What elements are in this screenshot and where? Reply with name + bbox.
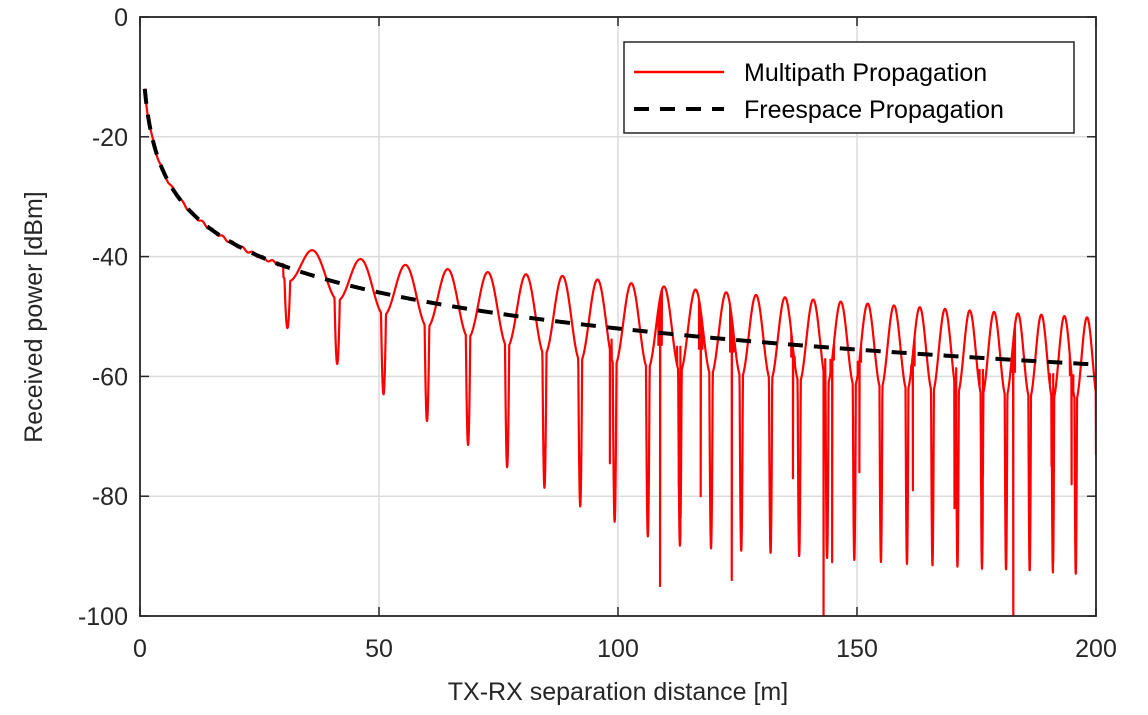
multipath-propagation-line [143, 88, 1096, 616]
legend-freespace-label: Freespace Propagation [744, 96, 1004, 124]
x-axis-label: TX-RX separation distance [m] [448, 678, 788, 706]
legend-multipath-label: Multipath Propagation [744, 59, 987, 87]
y-tick-label: -20 [92, 124, 128, 152]
freespace-propagation-line [142, 88, 1096, 367]
x-tick-label: 50 [365, 635, 393, 663]
legend-box [623, 41, 1075, 134]
y-tick-label: -80 [92, 483, 128, 511]
y-axis-label: Received power [dBm] [20, 191, 48, 443]
y-tick-label: -100 [78, 603, 128, 631]
x-tick-label: 0 [133, 635, 147, 663]
series-layer [142, 88, 1096, 616]
x-tick-label: 150 [836, 635, 878, 663]
x-tick-label: 200 [1075, 635, 1117, 663]
y-tick-label: -40 [92, 244, 128, 272]
x-tick-label: 100 [597, 635, 639, 663]
ticks: 0 50 100 150 200 0 -20 -40 -60 -80 -100 [78, 4, 1117, 663]
y-tick-label: -60 [92, 363, 128, 391]
legend: Multipath Propagation Freespace Propagat… [623, 41, 1075, 134]
y-tick-label: 0 [114, 4, 128, 32]
